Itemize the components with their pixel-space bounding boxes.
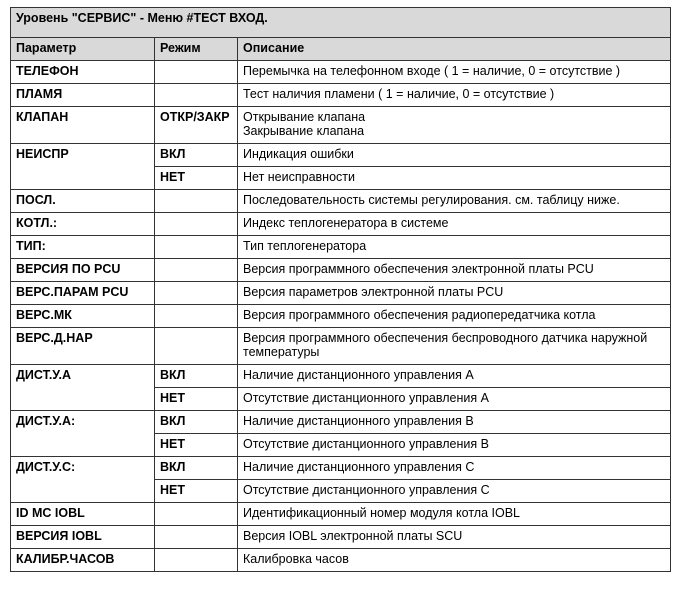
parameter-cell: ДИСТ.У.А bbox=[10, 364, 155, 411]
description-cell: Отсутствие дистанционного управления В bbox=[236, 433, 672, 457]
table-row: ПЛАМЯ Тест наличия пламени ( 1 = наличие… bbox=[10, 83, 672, 107]
mode-cell: ОТКР/ЗАКР bbox=[154, 106, 238, 144]
description-cell: Индекс теплогенератора в системе bbox=[236, 212, 672, 236]
mode-cell: ВКЛ bbox=[154, 364, 238, 388]
table-row: ПОСЛ. Последовательность системы регулир… bbox=[10, 189, 672, 213]
table-row: НЕТ Отсутствие дистанционного управления… bbox=[11, 479, 672, 503]
table-row: ВЕРС.МК Версия программного обеспечения … bbox=[10, 304, 672, 328]
mode-cell: НЕТ bbox=[154, 433, 238, 457]
description-cell: Тест наличия пламени ( 1 = наличие, 0 = … bbox=[236, 83, 672, 107]
table-row: КЛАПАН ОТКР/ЗАКР Открывание клапана Закр… bbox=[10, 106, 672, 144]
mode-cell bbox=[154, 327, 238, 365]
description-cell: Нет неисправности bbox=[236, 166, 672, 190]
column-header-description: Описание bbox=[236, 37, 672, 61]
mode-cell bbox=[154, 258, 238, 282]
mode-cell bbox=[154, 502, 238, 526]
mode-cell bbox=[154, 235, 238, 259]
parameter-cell: КЛАПАН bbox=[10, 106, 155, 144]
description-cell: Отсутствие дистанционного управления А bbox=[236, 387, 672, 411]
parameter-cell: НЕИСПР bbox=[10, 143, 155, 190]
table-row: ВЕРСИЯ IOBL Версия IOBL электронной плат… bbox=[10, 525, 672, 549]
table-row: НЕТ Отсутствие дистанционного управления… bbox=[11, 433, 672, 457]
mode-cell bbox=[154, 83, 238, 107]
table-row: ВЕРС.ПАРАМ PCU Версия параметров электро… bbox=[10, 281, 672, 305]
parameter-cell: ТЕЛЕФОН bbox=[10, 60, 155, 84]
table-row: ТЕЛЕФОН Перемычка на телефонном входе ( … bbox=[10, 60, 672, 84]
service-test-input-table: Уровень "СЕРВИС" - Меню #ТЕСТ ВХОД. Пара… bbox=[9, 7, 672, 572]
parameter-cell: ДИСТ.У.А: bbox=[10, 410, 155, 457]
mode-cell bbox=[154, 548, 238, 572]
mode-cell: ВКЛ bbox=[154, 456, 238, 480]
column-header-parameter: Параметр bbox=[10, 37, 155, 61]
parameter-cell: ВЕРСИЯ ПО PCU bbox=[10, 258, 155, 282]
description-cell: Наличие дистанционного управления С bbox=[236, 456, 672, 480]
parameter-cell: ВЕРСИЯ IOBL bbox=[10, 525, 155, 549]
description-cell: Наличие дистанционного управления А bbox=[236, 364, 672, 388]
table-row: ВЕРСИЯ ПО PCU Версия программного обеспе… bbox=[10, 258, 672, 282]
description-cell: Индикация ошибки bbox=[236, 143, 672, 167]
mode-cell: ВКЛ bbox=[154, 410, 238, 434]
table-row: КАЛИБР.ЧАСОВ Калибровка часов bbox=[10, 548, 672, 572]
mode-cell: НЕТ bbox=[154, 387, 238, 411]
description-cell: Перемычка на телефонном входе ( 1 = нали… bbox=[236, 60, 672, 84]
table-row: ДИСТ.У.А ВКЛ Наличие дистанционного упра… bbox=[10, 364, 672, 411]
description-cell: Тип теплогенератора bbox=[236, 235, 672, 259]
parameter-cell: ВЕРС.МК bbox=[10, 304, 155, 328]
table-row: ДИСТ.У.А: ВКЛ Наличие дистанционного упр… bbox=[10, 410, 672, 457]
description-cell: Идентификационный номер модуля котла IOB… bbox=[236, 502, 672, 526]
table-row: НЕТ Отсутствие дистанционного управления… bbox=[11, 387, 672, 411]
parameter-cell: ТИП: bbox=[10, 235, 155, 259]
parameter-cell: КОТЛ.: bbox=[10, 212, 155, 236]
table-row: НЕИСПР ВКЛ Индикация ошибки bbox=[10, 143, 672, 190]
table-row: НЕТ Нет неисправности bbox=[11, 166, 672, 190]
table-row: ДИСТ.У.С: ВКЛ Наличие дистанционного упр… bbox=[10, 456, 672, 503]
mode-cell bbox=[154, 212, 238, 236]
parameter-cell: ПЛАМЯ bbox=[10, 83, 155, 107]
description-cell: Версия программного обеспечения электрон… bbox=[236, 258, 672, 282]
description-cell: Калибровка часов bbox=[236, 548, 672, 572]
table-row: ТИП: Тип теплогенератора bbox=[10, 235, 672, 259]
table-row: ID MC IOBL Идентификационный номер модул… bbox=[10, 502, 672, 526]
description-cell: Версия параметров электронной платы PCU bbox=[236, 281, 672, 305]
mode-cell bbox=[154, 304, 238, 328]
description-cell: Версия IOBL электронной платы SCU bbox=[236, 525, 672, 549]
parameter-cell: КАЛИБР.ЧАСОВ bbox=[10, 548, 155, 572]
parameter-cell: ID MC IOBL bbox=[10, 502, 155, 526]
mode-cell bbox=[154, 189, 238, 213]
table-row: КОТЛ.: Индекс теплогенератора в системе bbox=[10, 212, 672, 236]
mode-cell: ВКЛ bbox=[154, 143, 238, 167]
parameter-cell: ВЕРС.ПАРАМ PCU bbox=[10, 281, 155, 305]
description-cell: Открывание клапана Закрывание клапана bbox=[236, 106, 672, 144]
table-row: ВЕРС.Д.НАР Версия программного обеспечен… bbox=[10, 327, 672, 365]
parameter-cell: ПОСЛ. bbox=[10, 189, 155, 213]
description-cell: Отсутствие дистанционного управления С bbox=[236, 479, 672, 503]
mode-cell: НЕТ bbox=[154, 166, 238, 190]
column-header-mode: Режим bbox=[154, 37, 238, 61]
mode-cell bbox=[154, 281, 238, 305]
parameter-cell: ДИСТ.У.С: bbox=[10, 456, 155, 503]
description-cell: Версия программного обеспечения радиопер… bbox=[236, 304, 672, 328]
description-cell: Версия программного обеспечения беспрово… bbox=[236, 327, 672, 365]
mode-cell: НЕТ bbox=[154, 479, 238, 503]
description-cell: Последовательность системы регулирования… bbox=[236, 189, 672, 213]
parameter-cell: ВЕРС.Д.НАР bbox=[10, 327, 155, 365]
mode-cell bbox=[154, 60, 238, 84]
mode-cell bbox=[154, 525, 238, 549]
description-cell: Наличие дистанционного управления В bbox=[236, 410, 672, 434]
table-title: Уровень "СЕРВИС" - Меню #ТЕСТ ВХОД. bbox=[9, 7, 672, 38]
